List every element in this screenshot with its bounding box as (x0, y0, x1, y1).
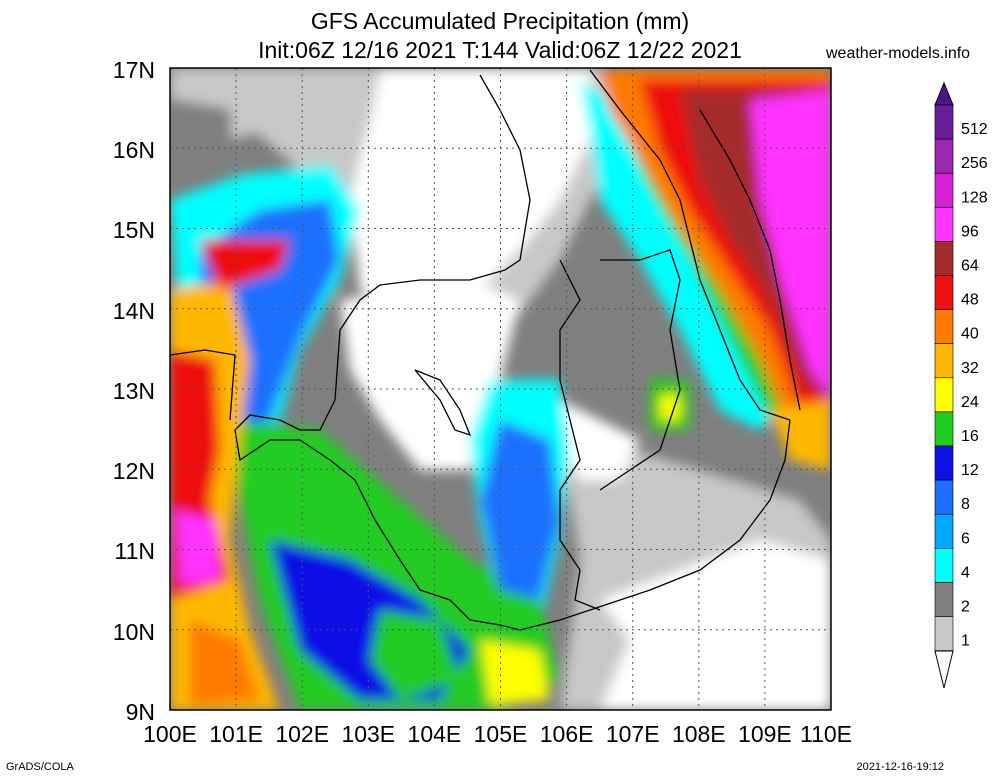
colorbar-cell (934, 172, 954, 208)
lon-label: 107E (606, 721, 660, 747)
lon-axis: 100E 101E 102E 103E 104E 105E 106E 107E … (143, 721, 852, 747)
colorbar-cell (934, 104, 954, 140)
colorbar-label: 1 (961, 633, 970, 650)
lat-axis: 17N 16N 15N 14N 13N 12N 11N 10N 9N (113, 57, 155, 725)
colorbar-label: 64 (961, 258, 979, 275)
colorbar-cell (934, 275, 954, 310)
map-title: GFS Accumulated Precipitation (mm) (310, 8, 690, 34)
lon-label: 104E (408, 721, 462, 747)
precip-field (170, 68, 831, 710)
colorbar-label: 128 (961, 189, 988, 206)
lon-label: 102E (275, 721, 329, 747)
colorbar-cell (934, 616, 954, 651)
lon-label: 103E (341, 721, 395, 747)
colorbar-cell (934, 309, 954, 345)
colorbar-bottom-arrow (934, 650, 954, 689)
lon-label: 109E (738, 721, 792, 747)
colorbar-label: 256 (961, 155, 988, 172)
lat-label: 10N (113, 619, 155, 645)
footer-credit: GrADS/COLA (6, 761, 74, 773)
colorbar-label: 16 (961, 428, 979, 445)
colorbar-label: 4 (961, 564, 970, 581)
colorbar-cell (934, 207, 954, 242)
colorbar-cell (934, 241, 954, 276)
lat-label: 14N (113, 298, 155, 324)
colorbar-cell (934, 445, 954, 481)
lon-label: 106E (540, 721, 594, 747)
colorbar-cell (934, 377, 954, 413)
lat-label: 12N (113, 458, 155, 484)
colorbar-label: 2 (961, 599, 970, 616)
lon-label: 101E (209, 721, 263, 747)
lat-label: 9N (126, 699, 155, 725)
colorbar-cell (934, 343, 954, 379)
lon-label: 100E (143, 721, 197, 747)
lat-label: 16N (113, 137, 155, 163)
colorbar-cell (934, 411, 954, 447)
colorbar-label: 8 (961, 496, 970, 513)
colorbar-label: 24 (961, 394, 979, 411)
lat-label: 11N (115, 538, 156, 564)
lat-label: 17N (113, 57, 155, 83)
colorbar-label: 6 (961, 530, 970, 547)
lat-label: 15N (113, 217, 155, 243)
colorbar-label: 40 (961, 326, 979, 343)
colorbar-cell (934, 138, 954, 174)
colorbar-cell (934, 479, 954, 515)
colorbar-label: 512 (961, 121, 988, 138)
gridlines (170, 68, 831, 710)
lat-label: 13N (113, 378, 155, 404)
boundaries (170, 69, 801, 631)
lon-label: 105E (474, 721, 528, 747)
colorbar-cell (934, 547, 954, 583)
footer-timestamp: 2021-12-16-19:12 (856, 761, 944, 773)
colorbar-label: 32 (961, 360, 979, 377)
plot-frame (169, 67, 832, 711)
lon-label: 110E (800, 721, 852, 747)
colorbar-top-arrow (934, 81, 954, 106)
colorbar-label: 96 (961, 223, 979, 240)
colorbar-cell (934, 582, 954, 617)
colorbar-cell (934, 513, 954, 549)
colorbar-label: 12 (961, 462, 979, 479)
colorbar-label: 48 (961, 292, 979, 309)
lon-label: 108E (672, 721, 726, 747)
map-subtitle: Init:06Z 12/16 2021 T:144 Valid:06Z 12/2… (258, 37, 742, 63)
site-credit: weather-models.info (826, 45, 971, 62)
